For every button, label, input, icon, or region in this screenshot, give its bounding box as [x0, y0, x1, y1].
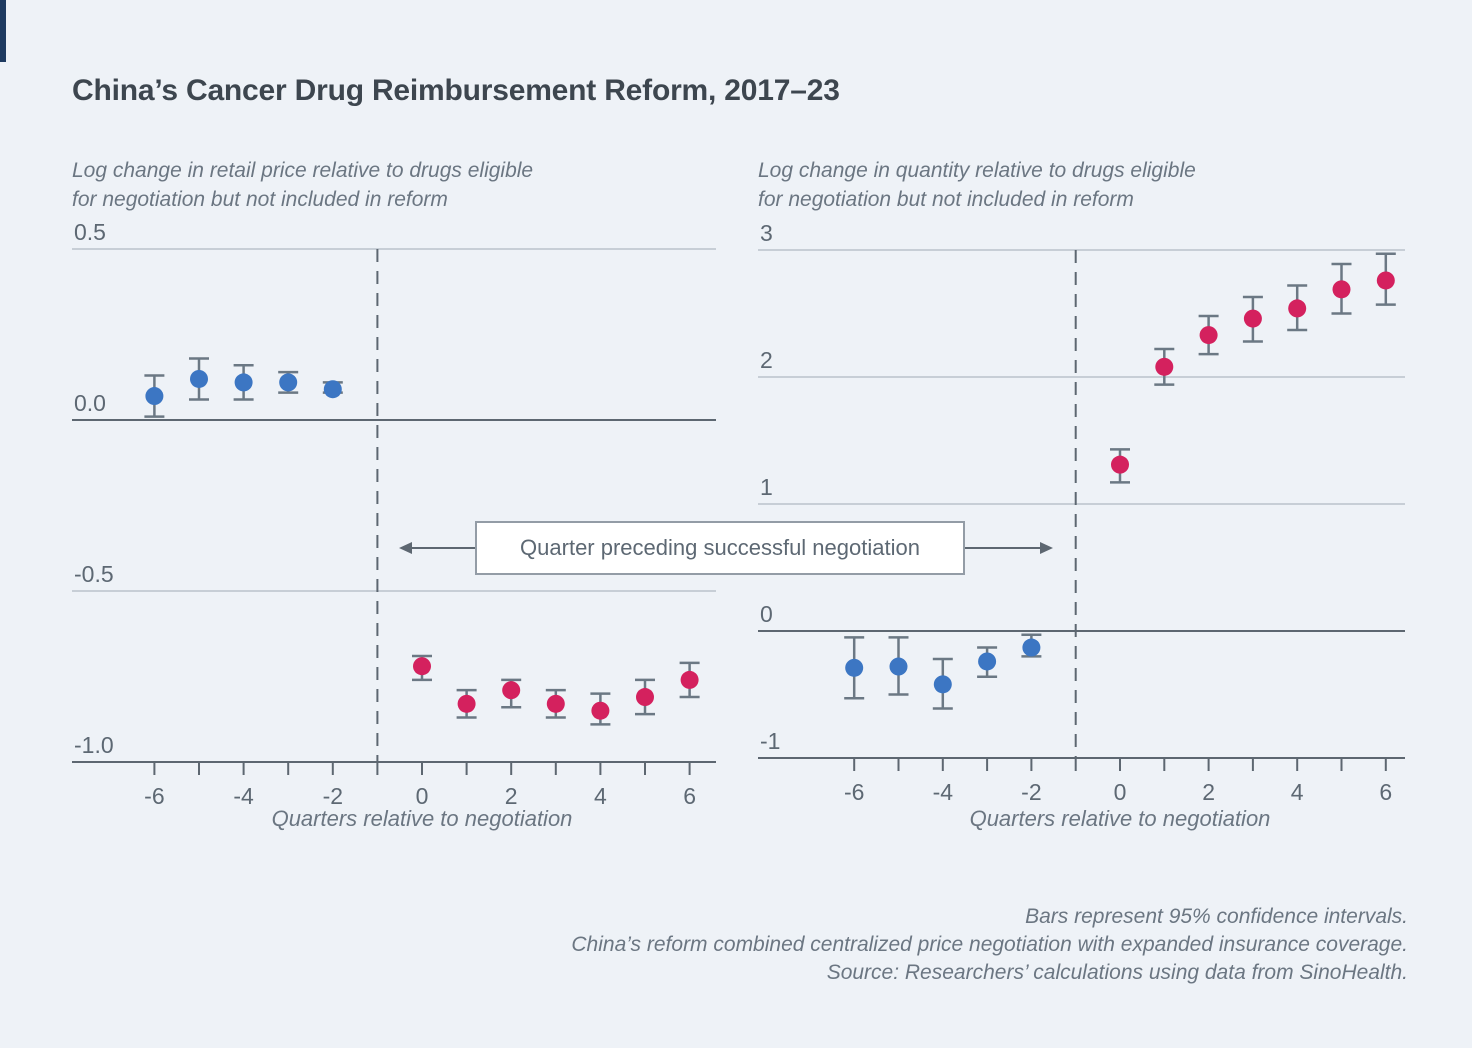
data-point [1199, 326, 1218, 345]
data-point [1332, 280, 1351, 299]
data-point [1022, 638, 1041, 657]
right-arrow [963, 542, 1053, 554]
data-point [234, 373, 253, 392]
data-point [636, 688, 654, 707]
x-tick-label: -2 [1021, 779, 1041, 805]
data-point [1376, 271, 1395, 290]
data-point [145, 387, 164, 406]
x-tick-label: -6 [844, 779, 864, 805]
right-panel-subtitle: Log change in quantity relative to drugs… [758, 159, 1196, 211]
price-panel-chart: 0.5 0.0 -0.5 -1.0 -6 -4 -2 0 2 4 6 [72, 219, 716, 809]
left-panel-subtitle: Log change in retail price relative to d… [72, 159, 534, 211]
y-tick-label: 1 [760, 474, 773, 500]
y-tick-label: 3 [760, 220, 773, 246]
y-tick-label: 0.0 [74, 390, 106, 416]
x-tick-label: 2 [505, 783, 518, 809]
x-tick-label: 4 [594, 783, 607, 809]
note-reform: China’s reform combined centralized pric… [571, 933, 1408, 956]
right-x-axis-title: Quarters relative to negotiation [969, 806, 1271, 831]
data-point [546, 694, 565, 713]
page-title: China’s Cancer Drug Reimbursement Reform… [72, 74, 840, 108]
figure-notes: Bars represent 95% confidence intervals.… [400, 903, 1408, 987]
left-x-axis-title: Quarters relative to negotiation [271, 806, 573, 831]
y-tick-label: 0.5 [74, 219, 106, 245]
data-point [1288, 299, 1307, 318]
note-ci: Bars represent 95% confidence intervals. [1025, 905, 1408, 928]
left-arrow [399, 542, 477, 554]
data-point [845, 658, 864, 677]
x-tick-label: 6 [1379, 779, 1392, 805]
event-annotation-label: Quarter preceding successful negotiation [520, 535, 920, 560]
data-point [1243, 309, 1262, 328]
data-point [1111, 455, 1129, 474]
y-tick-label: 2 [760, 347, 773, 373]
quantity-panel-chart: 3 2 1 0 -1 -6 -4 -2 0 2 4 6 [758, 220, 1405, 805]
x-tick-label: 2 [1202, 779, 1215, 805]
data-point [591, 701, 610, 720]
data-point [978, 652, 997, 671]
y-tick-label: 0 [760, 601, 773, 627]
x-tick-label: -2 [323, 783, 343, 809]
x-tick-label: -4 [933, 779, 954, 805]
data-point [279, 373, 298, 392]
accent-bar [0, 0, 6, 62]
data-point [1155, 357, 1174, 376]
note-source: Source: Researchers’ calculations using … [826, 961, 1408, 984]
data-point [457, 694, 476, 713]
y-tick-label: -0.5 [74, 561, 114, 587]
data-point [323, 380, 342, 399]
x-tick-label: 6 [683, 783, 696, 809]
y-tick-label: -1 [760, 728, 780, 754]
x-tick-label: -6 [144, 783, 164, 809]
data-point [502, 681, 521, 700]
x-tick-label: 4 [1291, 779, 1304, 805]
y-tick-label: -1.0 [74, 732, 114, 758]
x-tick-label: 0 [1114, 779, 1127, 805]
data-point [680, 670, 699, 689]
data-point [889, 657, 908, 676]
data-point [190, 369, 208, 388]
data-point [413, 657, 431, 676]
x-tick-label: -4 [233, 783, 254, 809]
event-annotation-box: Quarter preceding successful negotiation [475, 521, 965, 575]
x-tick-label: 0 [416, 783, 429, 809]
data-point [933, 675, 952, 694]
